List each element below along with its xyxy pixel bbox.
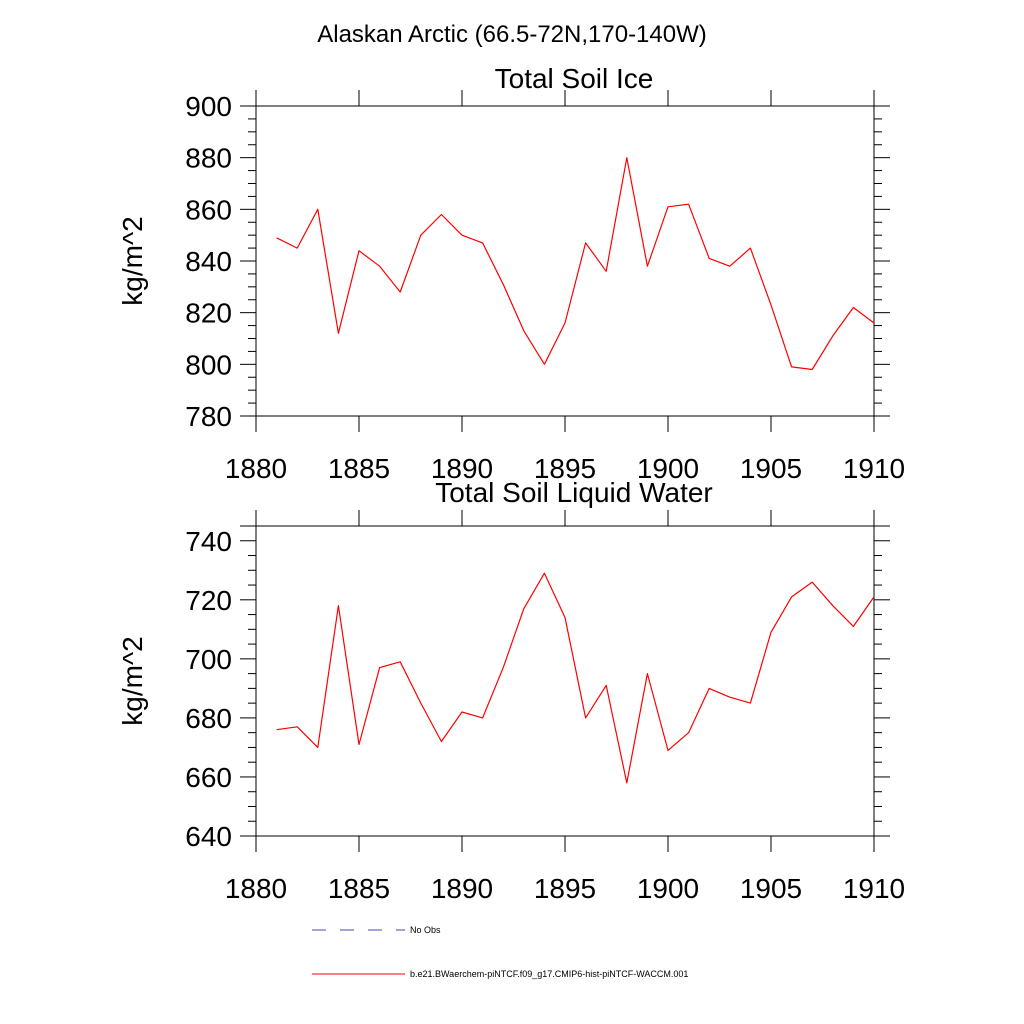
- soil-liquid-water-x-tick-label: 1900: [637, 873, 699, 904]
- soil-liquid-water-x-tick-label: 1895: [534, 873, 596, 904]
- soil-liquid-water-y-tick-label: 720: [185, 585, 232, 616]
- soil-ice-x-tick-label: 1895: [534, 453, 596, 484]
- soil-ice-x-tick-label: 1880: [225, 453, 287, 484]
- soil-liquid-water-y-tick-label: 660: [185, 762, 232, 793]
- soil-ice-x-tick-label: 1910: [843, 453, 905, 484]
- soil-liquid-water-series-line: [276, 572, 875, 784]
- soil-ice-y-tick-label: 780: [185, 401, 232, 432]
- soil-ice-x-tick-label: 1905: [740, 453, 802, 484]
- soil-liquid-water-panel: 1880 1885 1890 1895 1900 1905 1910 640 660 680 700…: [117, 477, 905, 904]
- figure-title: Alaskan Arctic (66.5-72N,170-140W): [317, 21, 707, 48]
- soil-liquid-water-y-tick-label: 700: [185, 644, 232, 675]
- legend-obs-label: No Obs: [410, 925, 441, 935]
- soil-liquid-water-x-tick-label: 1910: [843, 873, 905, 904]
- soil-liquid-water-x-tick-label: 1890: [431, 873, 493, 904]
- soil-liquid-water-y-label: kg/m^2: [117, 636, 148, 725]
- soil-ice-y-tick-label: 900: [185, 91, 232, 122]
- soil-liquid-water-title: Total Soil Liquid Water: [435, 477, 713, 508]
- soil-liquid-water-x-tick-label: 1885: [328, 873, 390, 904]
- soil-ice-y-tick-label: 800: [185, 349, 232, 380]
- soil-ice-y-tick-label: 820: [185, 298, 232, 329]
- soil-liquid-water-y-tick-label: 740: [185, 526, 232, 557]
- soil-ice-series-line: [276, 157, 875, 371]
- soil-ice-y-tick-label: 860: [185, 194, 232, 225]
- legend-model-label: b.e21.BWaerchem-piNTCF.f09_g17.CMIP6-his…: [410, 969, 688, 979]
- soil-liquid-water-y-tick-label: 680: [185, 703, 232, 734]
- soil-liquid-water-x-tick-label: 1905: [740, 873, 802, 904]
- soil-liquid-water-x-tick-label: 1880: [225, 873, 287, 904]
- soil-ice-panel: 1880 1885 1890 1895 1900 1905 1910 780 800 820 840…: [117, 63, 905, 484]
- legend: No Obs b.e21.BWaerchem-piNTCF.f09_g17.CM…: [312, 925, 688, 979]
- soil-liquid-water-y-tick-label: 640: [185, 821, 232, 852]
- soil-ice-y-tick-label: 880: [185, 143, 232, 174]
- soil-ice-y-label: kg/m^2: [117, 216, 148, 305]
- soil-ice-x-tick-label: 1900: [637, 453, 699, 484]
- soil-ice-title: Total Soil Ice: [495, 63, 654, 94]
- soil-ice-y-tick-label: 840: [185, 246, 232, 277]
- soil-ice-x-tick-label: 1890: [431, 453, 493, 484]
- soil-ice-x-tick-label: 1885: [328, 453, 390, 484]
